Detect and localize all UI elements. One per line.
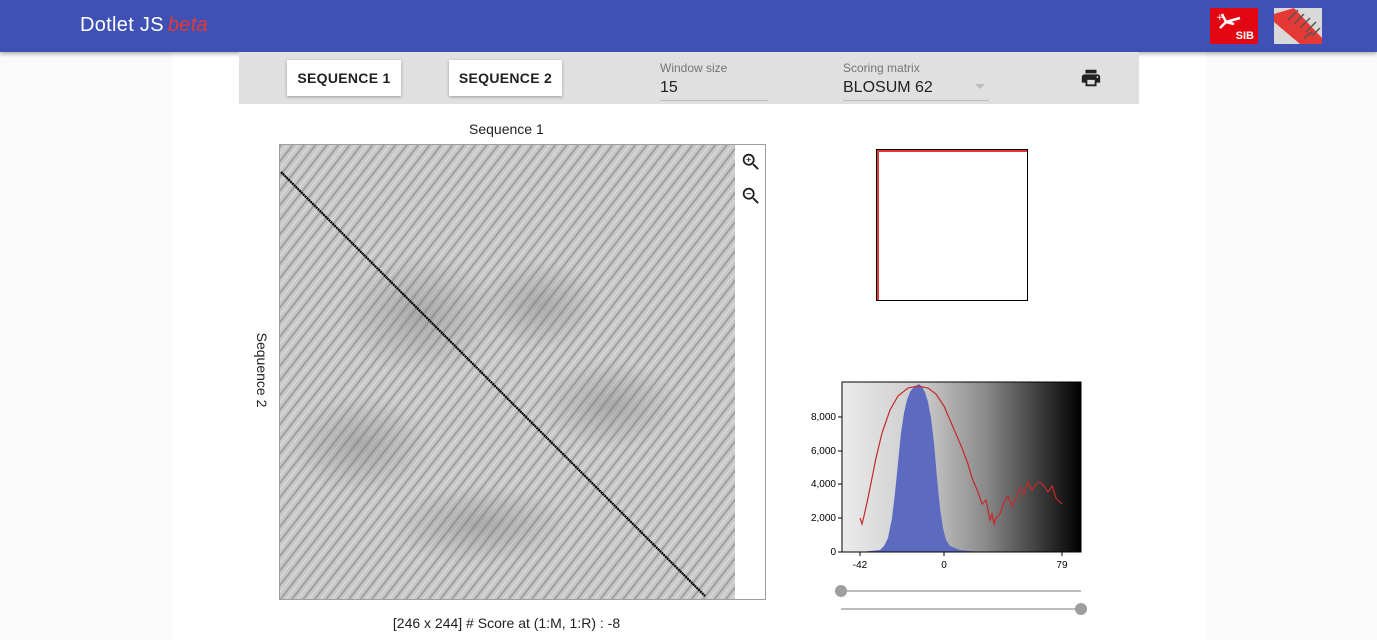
y-tick-label: 0 xyxy=(830,547,836,558)
y-tick-label: 8,000 xyxy=(811,412,836,423)
sib-logo-text: SIB xyxy=(1235,30,1254,42)
app-title: Dotlet JS beta xyxy=(80,14,208,37)
printer-icon[interactable] xyxy=(1079,67,1103,89)
x-tick-label: -42 xyxy=(853,560,868,571)
x-tick-label: 79 xyxy=(1056,560,1068,571)
scoring-matrix-select[interactable]: BLOSUM 62 xyxy=(843,79,933,96)
sequence-2-button[interactable]: SEQUENCE 2 xyxy=(449,60,562,96)
window-size-label: Window size xyxy=(660,61,728,75)
lower-threshold-slider[interactable] xyxy=(835,585,847,597)
toolbar: SEQUENCE 1 SEQUENCE 2 Window size 15 Sco… xyxy=(239,52,1139,104)
upper-threshold-track[interactable] xyxy=(841,608,1081,610)
y-tick-label: 6,000 xyxy=(811,446,836,457)
y-axis-title: Sequence 2 xyxy=(254,332,270,408)
dotlet-logo-icon xyxy=(1274,8,1322,44)
main-diagonal xyxy=(280,171,706,597)
zoom-out-icon[interactable] xyxy=(740,185,762,207)
beta-badge: beta xyxy=(167,14,208,36)
dotplot-canvas[interactable] xyxy=(280,145,735,599)
chevron-down-icon[interactable] xyxy=(975,84,985,90)
dotplot-panel xyxy=(279,144,766,600)
histogram-color-ramp xyxy=(841,381,1082,553)
overview-viewport-left xyxy=(877,150,879,300)
histogram-bars xyxy=(860,384,980,552)
sequence-1-button[interactable]: SEQUENCE 1 xyxy=(287,60,401,96)
y-tick-label: 4,000 xyxy=(811,479,836,490)
app-title-text: Dotlet JS xyxy=(80,14,164,36)
overview-map[interactable] xyxy=(876,149,1028,301)
sib-logo[interactable]: + SIB xyxy=(1210,8,1258,44)
overview-viewport-top xyxy=(877,150,1027,152)
x-axis-title: Sequence 1 xyxy=(469,121,544,137)
window-size-input[interactable]: 15 xyxy=(660,79,678,96)
lower-threshold-track[interactable] xyxy=(841,590,1081,592)
upper-threshold-slider[interactable] xyxy=(1075,603,1087,615)
score-curve xyxy=(859,385,1063,527)
sib-emblem-icon: + xyxy=(1216,13,1241,29)
zoom-in-icon[interactable] xyxy=(740,151,762,173)
window-size-underline xyxy=(660,100,768,101)
score-histogram: 8,000 6,000 4,000 2,000 0 -42 0 79 xyxy=(811,381,1082,571)
y-tick-label: 2,000 xyxy=(811,513,836,524)
status-line: [246 x 244] # Score at (1:M, 1:R) : -8 xyxy=(392,615,621,631)
scoring-matrix-label: Scoring matrix xyxy=(843,61,920,75)
svg-text:+: + xyxy=(1216,13,1224,23)
x-tick-label: 0 xyxy=(941,560,947,571)
app-bar: Dotlet JS beta + SIB xyxy=(0,0,1377,52)
dotlet-logo[interactable] xyxy=(1274,8,1322,44)
scoring-matrix-underline xyxy=(843,100,989,101)
